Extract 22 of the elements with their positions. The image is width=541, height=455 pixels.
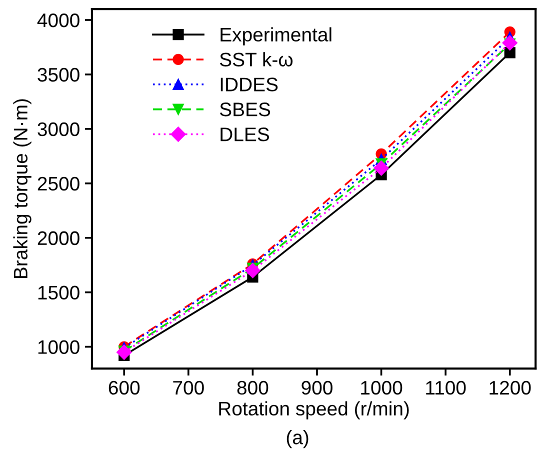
text: (a) [286, 430, 308, 448]
y-tick-label: 2000 [38, 231, 80, 246]
y-tick-label: 1500 [38, 286, 80, 300]
x-axis-title: Rotation speed (r/min) [219, 401, 409, 420]
x-tick-label: 1100 [426, 380, 466, 395]
legend-label: DLES [220, 127, 269, 142]
y-tick-label: 3500 [38, 68, 80, 82]
x-tick-label: 1200 [490, 380, 531, 395]
x-tick-label: 900 [302, 380, 332, 395]
y-axis-title: Braking torque (N·m) [13, 99, 32, 278]
x-tick-label: 700 [173, 380, 204, 395]
legend-label: SST k-ω [220, 52, 293, 66]
legend-label: SBES [220, 102, 270, 116]
x-tick-label: 600 [108, 380, 140, 395]
y-tick-label: 3000 [38, 122, 80, 136]
y-tick-label: 4000 [37, 13, 80, 28]
x-tick-label: 1000 [361, 380, 402, 395]
legend-label: IDDES [220, 78, 278, 92]
y-tick-label: 1000 [38, 340, 80, 354]
y-tick-label: 2500 [38, 176, 80, 191]
legend-label: Experimental [220, 27, 332, 46]
x-tick-label: 800 [237, 380, 268, 395]
